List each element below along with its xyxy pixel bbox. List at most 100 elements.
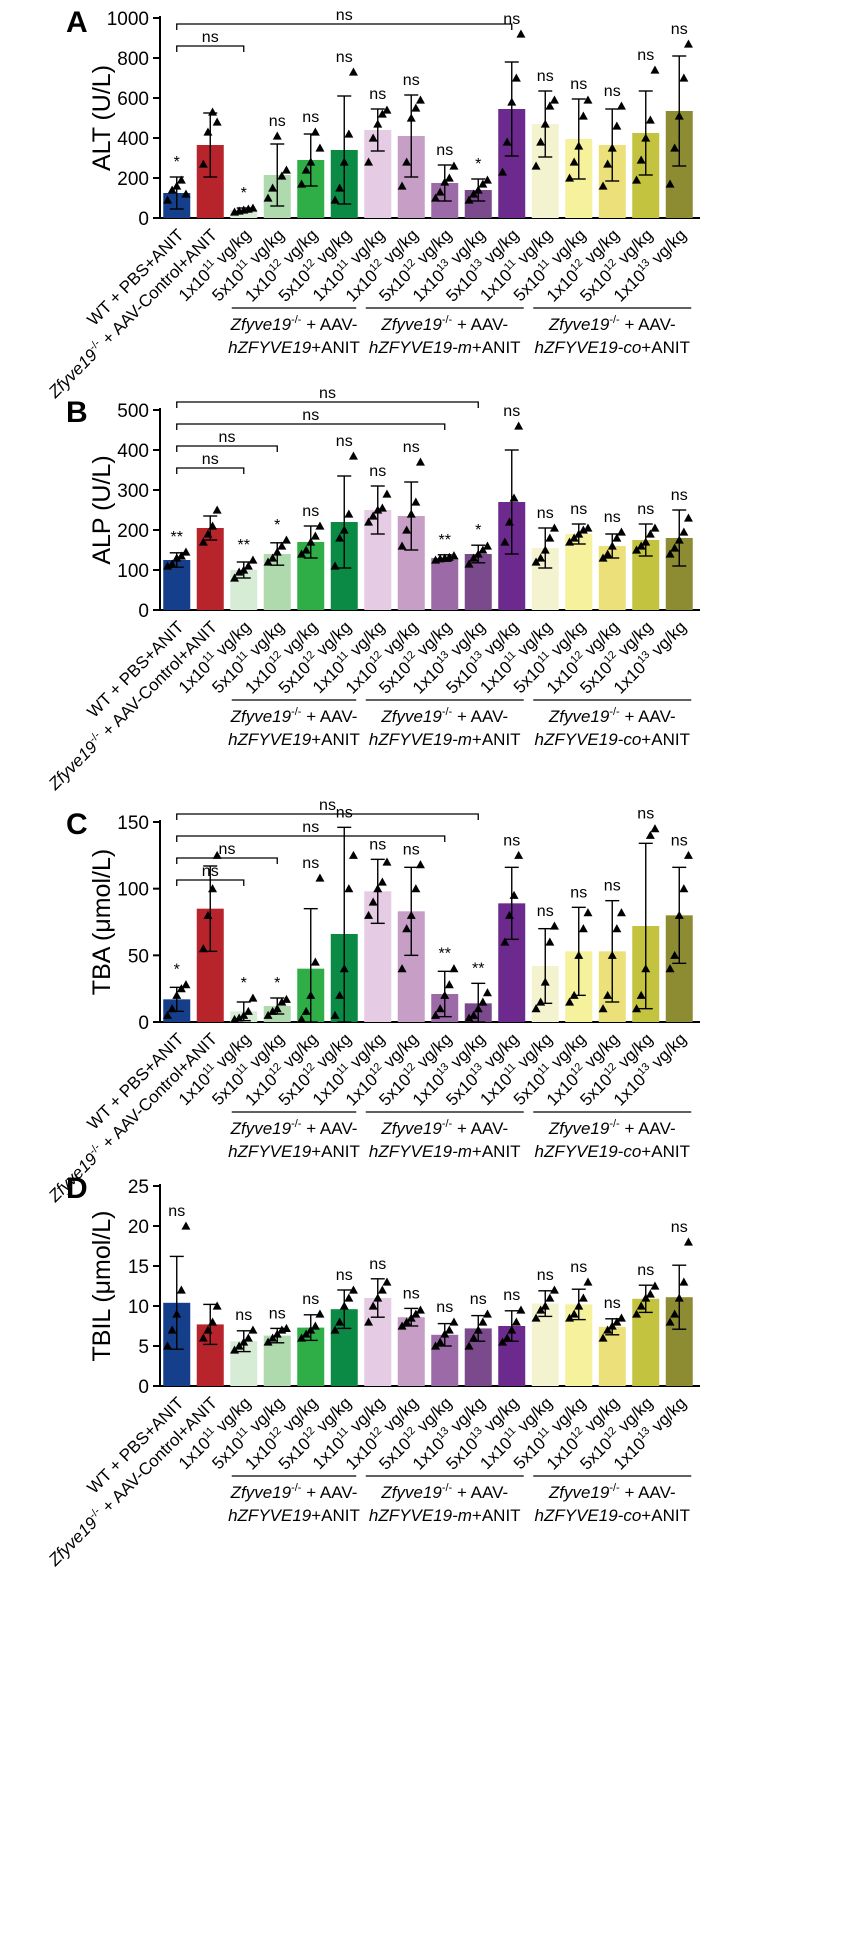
data-point: [368, 133, 378, 142]
data-point: [402, 157, 412, 166]
data-point: [339, 964, 349, 973]
data-point: [167, 559, 177, 568]
data-point: [203, 529, 213, 538]
data-point: [208, 521, 218, 530]
data-point: [212, 1301, 222, 1310]
y-tick-label: 0: [138, 209, 149, 230]
data-point: [464, 1341, 474, 1350]
group-gene: Zfyve19: [548, 315, 610, 334]
data-point: [301, 1006, 311, 1015]
group-gene: Zfyve19: [230, 1119, 292, 1138]
significance-label: ns: [470, 1291, 487, 1308]
data-point: [431, 1341, 441, 1350]
significance-label: ns: [637, 47, 654, 64]
group-text: + AAV-: [452, 1483, 508, 1502]
data-point: [163, 1010, 173, 1019]
group-construct: hZFYVE19-co: [535, 730, 642, 749]
significance-label: ns: [235, 1307, 252, 1324]
data-point: [373, 884, 383, 893]
data-point: [243, 1333, 253, 1342]
data-point: [574, 141, 584, 150]
group-text: + AAV-: [452, 1119, 508, 1138]
group-gene: Zfyve19: [380, 1483, 442, 1502]
group-label-line1: Zfyve19-/- + AAV-: [380, 314, 508, 334]
data-point: [335, 533, 345, 542]
data-point: [509, 890, 519, 899]
data-point: [368, 897, 378, 906]
significance-label: ns: [369, 1256, 386, 1273]
significance-label: ns: [336, 1267, 353, 1284]
data-point: [377, 503, 387, 512]
data-point: [549, 95, 559, 104]
group-construct: hZFYVE19-co: [535, 338, 642, 357]
group-sup: -/-: [442, 1118, 453, 1130]
group-label-line1: Zfyve19-/- + AAV-: [548, 706, 676, 726]
data-point: [406, 1313, 416, 1322]
bracket-label: ns: [219, 841, 236, 858]
group-text: + AAV-: [620, 1483, 676, 1502]
y-axis-label: ALP (U/L): [88, 455, 116, 564]
data-point: [212, 850, 222, 859]
data-point: [674, 1293, 684, 1302]
significance-label: ns: [637, 501, 654, 518]
y-tick-label: 200: [117, 521, 149, 542]
data-point: [411, 884, 421, 893]
group-label-line1: Zfyve19-/- + AAV-: [380, 1118, 508, 1138]
data-point: [641, 1293, 651, 1302]
group-text: +ANIT: [641, 338, 690, 357]
data-point: [598, 181, 608, 190]
data-point: [415, 457, 425, 466]
comparison-bracket: [176, 879, 245, 886]
data-point: [203, 127, 213, 136]
data-point: [181, 980, 191, 989]
group-construct: hZFYVE19-m: [369, 730, 472, 749]
data-point: [612, 533, 622, 542]
x-tick-unit: vg/kg: [645, 1393, 691, 1439]
data-point: [449, 964, 459, 973]
data-point: [411, 103, 421, 112]
significance-label: ns: [436, 142, 453, 159]
data-point: [645, 529, 655, 538]
data-point: [449, 551, 459, 560]
data-point: [348, 451, 358, 460]
data-point: [368, 1301, 378, 1310]
data-point: [650, 824, 660, 833]
bracket-label: ns: [302, 819, 319, 836]
data-point: [364, 1317, 374, 1326]
data-point: [540, 545, 550, 554]
data-point: [263, 193, 273, 202]
data-point: [545, 1293, 555, 1302]
data-point: [277, 171, 287, 180]
group-text: +ANIT: [311, 1142, 360, 1161]
data-point: [670, 1309, 680, 1318]
data-point: [469, 1010, 479, 1019]
group-sup: -/-: [609, 1118, 620, 1130]
data-point: [297, 179, 307, 188]
significance-label: **: [472, 960, 484, 977]
data-point: [574, 529, 584, 538]
y-tick-label: 1000: [107, 9, 149, 30]
data-point: [511, 73, 521, 82]
data-point: [368, 511, 378, 520]
bar: [565, 534, 593, 610]
data-point: [607, 1321, 617, 1330]
group-text: +ANIT: [311, 730, 360, 749]
data-point: [315, 1309, 325, 1318]
data-point: [306, 990, 316, 999]
group-label-line2: hZFYVE19-co+ANIT: [535, 1506, 690, 1525]
significance-label: ns: [369, 836, 386, 853]
data-point: [176, 551, 186, 560]
group-sup: -/-: [609, 314, 620, 326]
data-point: [272, 547, 282, 556]
significance-label: *: [274, 517, 280, 534]
data-point: [397, 964, 407, 973]
data-point: [612, 121, 622, 130]
y-tick-label: 600: [117, 89, 149, 110]
data-point: [674, 535, 684, 544]
group-text: + AAV-: [452, 315, 508, 334]
data-point: [473, 1325, 483, 1334]
bracket-label: ns: [319, 385, 336, 402]
significance-label: ns: [336, 804, 353, 821]
data-point: [607, 950, 617, 959]
